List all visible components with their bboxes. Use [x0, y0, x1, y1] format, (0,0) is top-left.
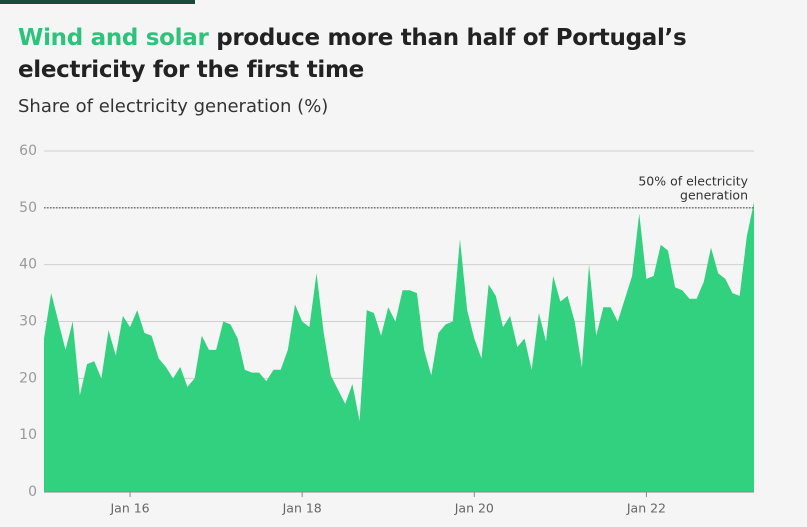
- y-tick-label: 30: [19, 314, 37, 330]
- accent-bar: [0, 0, 195, 4]
- x-tick-label: Jan 18: [282, 501, 322, 516]
- y-tick-label: 50: [19, 200, 37, 216]
- title-highlight: Wind and solar: [18, 25, 209, 51]
- title-rest: produce more than half of Portugal’s ele…: [18, 25, 687, 83]
- reference-label: generation: [680, 187, 748, 202]
- y-tick-label: 40: [19, 257, 37, 273]
- x-tick-label: Jan 20: [454, 501, 494, 516]
- chart-title: Wind and solar produce more than half of…: [18, 22, 788, 86]
- y-tick-label: 20: [19, 370, 37, 386]
- y-tick-label: 60: [19, 143, 37, 159]
- chart-subtitle: Share of electricity generation (%): [18, 96, 329, 117]
- area: [44, 202, 754, 492]
- x-tick-label: Jan 22: [626, 501, 666, 516]
- y-tick-label: 0: [28, 484, 37, 500]
- reference-label: 50% of electricity: [638, 173, 748, 188]
- x-tick-label: Jan 16: [109, 501, 149, 516]
- y-tick-label: 10: [19, 427, 37, 443]
